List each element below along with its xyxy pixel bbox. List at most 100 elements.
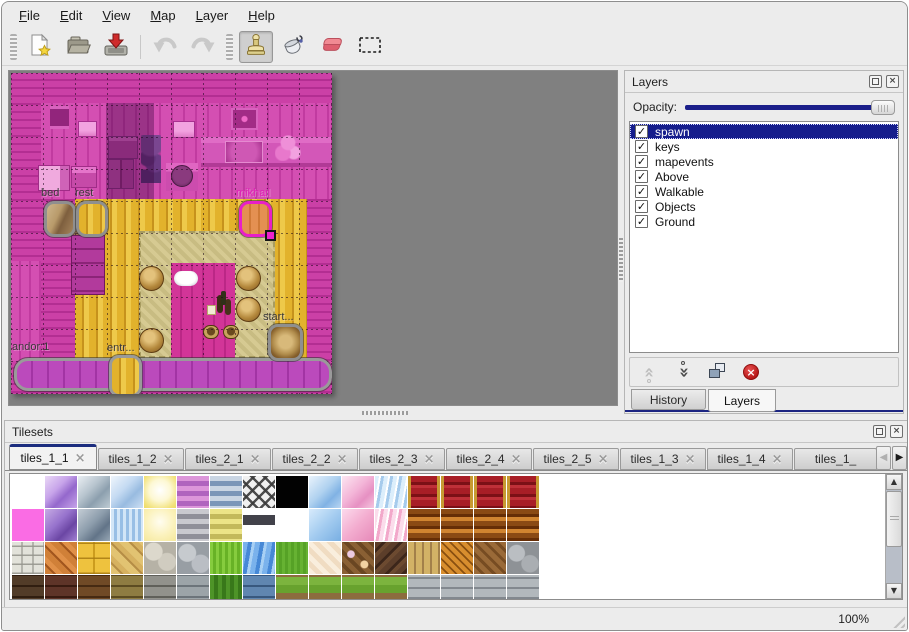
scroll-thumb[interactable] — [886, 491, 902, 547]
tile-cell[interactable] — [342, 476, 374, 508]
tab-close-icon[interactable]: × — [684, 451, 696, 467]
tileset-scrollbar[interactable]: ▲ ▼ — [885, 474, 902, 599]
tile-cell[interactable] — [441, 509, 473, 541]
tile-cell[interactable] — [177, 575, 209, 599]
open-file-button[interactable] — [61, 31, 95, 63]
tile-cell[interactable] — [276, 575, 308, 599]
layer-visibility-checkbox[interactable]: ✓ — [635, 215, 648, 228]
toolbar-handle[interactable] — [10, 33, 17, 60]
tile-cell[interactable] — [507, 476, 539, 508]
tile-cell[interactable] — [78, 542, 110, 574]
tile-cell[interactable] — [111, 476, 143, 508]
layer-row-Above[interactable]: ✓ Above — [630, 169, 898, 184]
tab-close-icon[interactable]: × — [249, 451, 261, 467]
tile-cell[interactable] — [12, 476, 44, 508]
menu-map[interactable]: Map — [150, 7, 176, 23]
layer-visibility-checkbox[interactable]: ✓ — [635, 125, 648, 138]
tile-cell[interactable] — [375, 542, 407, 574]
tileset-tab-tiles_2_2[interactable]: tiles_2_2 × — [272, 448, 358, 470]
tile-cell[interactable] — [12, 542, 44, 574]
tile-cell[interactable] — [474, 509, 506, 541]
map-viewport[interactable]: bed rest mikhail start... andor:1 entr... — [8, 70, 618, 406]
menu-layer[interactable]: Layer — [195, 7, 229, 23]
map-object-rest[interactable] — [75, 200, 109, 238]
tile-cell[interactable] — [78, 509, 110, 541]
toolbar-handle[interactable] — [226, 33, 233, 60]
new-file-button[interactable] — [23, 31, 57, 63]
tile-cell[interactable] — [375, 509, 407, 541]
bucket-fill-button[interactable] — [277, 31, 311, 63]
map-object-start[interactable] — [267, 323, 304, 362]
tile-cell[interactable] — [408, 509, 440, 541]
tile-cell[interactable] — [276, 542, 308, 574]
tileset-tab-tiles_1_3[interactable]: tiles_1_3 × — [620, 448, 706, 470]
tileset-tab-tiles_1_1[interactable]: tiles_1_1 × — [9, 444, 97, 470]
layer-row-keys[interactable]: ✓ keys — [630, 139, 898, 154]
stamp-brush-button[interactable] — [239, 30, 273, 63]
opacity-slider-handle[interactable] — [871, 99, 895, 115]
tile-cell[interactable] — [111, 509, 143, 541]
tile-cell[interactable] — [474, 542, 506, 574]
eraser-button[interactable] — [315, 31, 349, 63]
tile-cell[interactable] — [210, 575, 242, 599]
raise-layer-button[interactable]: » — [636, 360, 662, 384]
tile-cell[interactable] — [309, 575, 341, 599]
map-object-bar[interactable] — [13, 357, 332, 392]
tileset-tab-tiles_2_5[interactable]: tiles_2_5 × — [533, 448, 619, 470]
layer-row-spawn[interactable]: ✓ spawn — [630, 124, 898, 139]
tile-cell[interactable] — [12, 509, 44, 541]
tile-cell[interactable] — [45, 476, 77, 508]
layer-row-Ground[interactable]: ✓ Ground — [630, 214, 898, 229]
tile-cell[interactable] — [507, 509, 539, 541]
layer-visibility-checkbox[interactable]: ✓ — [635, 200, 648, 213]
tileset-tab-tiles_2_1[interactable]: tiles_2_1 × — [185, 448, 271, 470]
tile-cell[interactable] — [507, 575, 539, 599]
tile-cell[interactable] — [144, 542, 176, 574]
tab-close-icon[interactable]: × — [597, 451, 609, 467]
tile-cell[interactable] — [177, 542, 209, 574]
tile-cell[interactable] — [474, 575, 506, 599]
tile-cell[interactable] — [111, 575, 143, 599]
tileset-tab-tiles_1_4[interactable]: tiles_1_4 × — [707, 448, 793, 470]
tile-cell[interactable] — [210, 542, 242, 574]
map-object-entr[interactable] — [108, 354, 143, 394]
opacity-slider[interactable] — [685, 99, 895, 115]
tileset-view[interactable]: ▲ ▼ — [9, 473, 903, 600]
tab-close-icon[interactable]: × — [771, 451, 783, 467]
tile-cell[interactable] — [243, 476, 275, 508]
lower-layer-button[interactable]: » — [670, 360, 696, 384]
tile-cell[interactable] — [78, 575, 110, 599]
tile-cell[interactable] — [45, 542, 77, 574]
menu-view[interactable]: View — [102, 7, 131, 23]
tileset-tab-tiles_1_2[interactable]: tiles_1_2 × — [98, 448, 184, 470]
tile-cell[interactable] — [408, 542, 440, 574]
duplicate-layer-button[interactable] — [704, 360, 730, 384]
undo-button[interactable] — [148, 31, 182, 63]
layer-row-Objects[interactable]: ✓ Objects — [630, 199, 898, 214]
save-file-button[interactable] — [99, 31, 133, 63]
tile-cell[interactable] — [243, 542, 275, 574]
tile-cell[interactable] — [210, 509, 242, 541]
delete-layer-button[interactable]: × — [738, 360, 764, 384]
tile-cell[interactable] — [408, 476, 440, 508]
tile-cell[interactable] — [78, 476, 110, 508]
tab-scroll-left-icon[interactable]: ◀ — [876, 446, 891, 470]
tileset-tab-tiles_2_3[interactable]: tiles_2_3 × — [359, 448, 445, 470]
tab-close-icon[interactable]: × — [423, 451, 435, 467]
dock-tab-layers[interactable]: Layers — [708, 389, 776, 412]
tile-cell[interactable] — [276, 509, 308, 541]
tab-close-icon[interactable]: × — [74, 450, 86, 466]
layer-row-mapevents[interactable]: ✓ mapevents — [630, 154, 898, 169]
tile-cell[interactable] — [144, 476, 176, 508]
close-panel-icon[interactable]: × — [886, 75, 899, 88]
map-canvas[interactable]: bed rest mikhail start... andor:1 entr... — [11, 73, 332, 394]
dock-tab-history[interactable]: History — [631, 389, 706, 410]
float-panel-icon[interactable] — [873, 425, 886, 438]
scroll-down-icon[interactable]: ▼ — [886, 583, 902, 599]
horizontal-splitter[interactable] — [2, 406, 907, 420]
map-object-bed[interactable] — [43, 200, 77, 238]
tab-close-icon[interactable]: × — [162, 451, 174, 467]
tile-cell[interactable] — [309, 542, 341, 574]
tile-cell[interactable] — [210, 476, 242, 508]
tile-cell[interactable] — [375, 575, 407, 599]
